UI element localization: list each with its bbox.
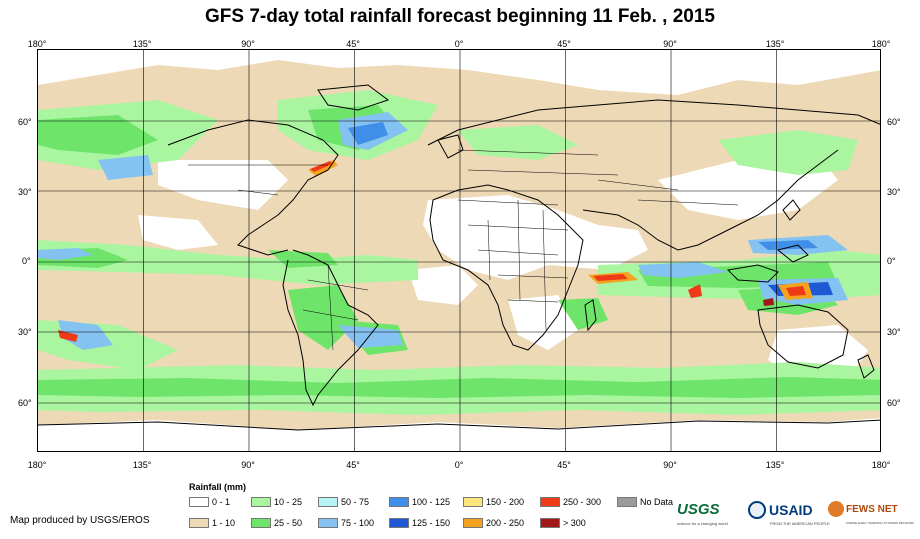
- map-title: GFS 7-day total rainfall forecast beginn…: [205, 6, 715, 27]
- legend-swatch: [189, 518, 209, 528]
- lon-label-top-135e: 135°: [765, 39, 785, 49]
- legend-swatch: [540, 497, 560, 507]
- legend-item-200-250: 200 - 250: [463, 517, 524, 529]
- legend-item-75-100: 75 - 100: [318, 517, 374, 529]
- legend-item-25-50: 25 - 50: [251, 517, 302, 529]
- lon-label-bottom-0: 0°: [454, 460, 464, 470]
- lon-label-top-180w: 180°: [27, 39, 47, 49]
- lat-label-right-0: 0°: [887, 256, 896, 266]
- lat-label-right-60s: 60°: [887, 398, 901, 408]
- usgs-logo: USGS science for a changing world: [677, 501, 728, 526]
- legend-label: 50 - 75: [341, 497, 370, 507]
- usaid-logo: USAID FROM THE AMERICAN PEOPLE: [748, 501, 830, 526]
- lon-label-bottom-180w: 180°: [27, 460, 47, 470]
- fews-net-logo: FEWS NET FAMINE EARLY WARNING SYSTEMS NE…: [828, 501, 914, 525]
- lon-label-top-135w: 135°: [132, 39, 152, 49]
- dry-areas: [38, 50, 880, 451]
- lat-label-left-60s: 60°: [18, 398, 32, 408]
- fews-tagline: FAMINE EARLY WARNING SYSTEMS NETWORK: [846, 521, 915, 525]
- lat-label-right-30s: 30°: [887, 327, 901, 337]
- lon-label-top-90w: 90°: [241, 39, 255, 49]
- legend-label: 250 - 300: [563, 497, 602, 507]
- legend-label: 125 - 150: [412, 518, 451, 528]
- legend-swatch: [189, 497, 209, 507]
- lon-label-bottom-135e: 135°: [765, 460, 785, 470]
- legend-item-150-200: 150 - 200: [463, 496, 524, 508]
- lon-label-bottom-45w: 45°: [346, 460, 360, 470]
- legend-swatch: [463, 497, 483, 507]
- fews-wordmark: FEWS NET: [846, 503, 898, 515]
- legend-swatch: [389, 497, 409, 507]
- rain-10-25: [38, 90, 880, 415]
- legend-item-250-300: 250 - 300: [540, 496, 601, 508]
- coastlines: [38, 84, 880, 431]
- legend-item-10-25: 10 - 25: [251, 496, 302, 508]
- legend-label: 1 - 10: [212, 518, 236, 528]
- legend-swatch: [251, 497, 271, 507]
- usgs-wordmark: USGS: [677, 501, 720, 518]
- lat-label-left-30s: 30°: [18, 327, 32, 337]
- lat-label-left-30n: 30°: [18, 187, 32, 197]
- legend-item-0-1: 0 - 1: [189, 496, 230, 508]
- country-borders: [188, 149, 739, 351]
- usgs-tagline: science for a changing world: [677, 521, 728, 526]
- legend-item-50-75: 50 - 75: [318, 496, 369, 508]
- legend-label: 25 - 50: [274, 518, 303, 528]
- lon-label-bottom-180e: 180°: [871, 460, 891, 470]
- usaid-seal-icon: [748, 501, 766, 519]
- rain-extreme: [58, 160, 813, 342]
- graticule: [38, 50, 880, 451]
- legend-item-gt-300: > 300: [540, 517, 586, 529]
- legend-title: Rainfall (mm): [189, 482, 247, 492]
- legend-label: 75 - 100: [341, 518, 375, 528]
- lon-label-top-180e: 180°: [871, 39, 891, 49]
- lon-label-top-0: 0°: [454, 39, 464, 49]
- usaid-wordmark: USAID: [769, 502, 813, 518]
- lon-label-bottom-45e: 45°: [557, 460, 571, 470]
- legend-swatch: [617, 497, 637, 507]
- lon-label-top-45e: 45°: [557, 39, 571, 49]
- lon-label-bottom-90e: 90°: [663, 460, 677, 470]
- legend-swatch: [251, 518, 271, 528]
- legend-label: 100 - 125: [412, 497, 451, 507]
- lat-label-left-0: 0°: [22, 256, 31, 266]
- usaid-tagline: FROM THE AMERICAN PEOPLE: [770, 521, 830, 526]
- legend-item-1-10: 1 - 10: [189, 517, 235, 529]
- lat-label-right-60n: 60°: [887, 117, 901, 127]
- lon-label-bottom-90w: 90°: [241, 460, 255, 470]
- lon-label-bottom-135w: 135°: [132, 460, 152, 470]
- legend-swatch: [318, 518, 338, 528]
- legend-label: 10 - 25: [274, 497, 303, 507]
- legend-label: > 300: [563, 518, 586, 528]
- rainfall-map: [37, 49, 881, 452]
- legend-swatch: [318, 497, 338, 507]
- lon-label-top-45w: 45°: [346, 39, 360, 49]
- legend-label: No Data: [640, 497, 674, 507]
- legend-swatch: [463, 518, 483, 528]
- credit-text: Map produced by USGS/EROS: [10, 515, 150, 526]
- legend-label: 0 - 1: [212, 497, 231, 507]
- legend-item-100-125: 100 - 125: [389, 496, 450, 508]
- lat-label-right-30n: 30°: [887, 187, 901, 197]
- legend-item-no-data: No Data: [617, 496, 673, 508]
- legend-swatch: [389, 518, 409, 528]
- rainfall-map-canvas: [38, 50, 880, 451]
- legend-item-125-150: 125 - 150: [389, 517, 450, 529]
- lon-label-top-90e: 90°: [663, 39, 677, 49]
- legend-label: 200 - 250: [486, 518, 525, 528]
- legend-swatch: [540, 518, 560, 528]
- lat-label-left-60n: 60°: [18, 117, 32, 127]
- fews-globe-icon: [828, 501, 844, 517]
- legend-label: 150 - 200: [486, 497, 525, 507]
